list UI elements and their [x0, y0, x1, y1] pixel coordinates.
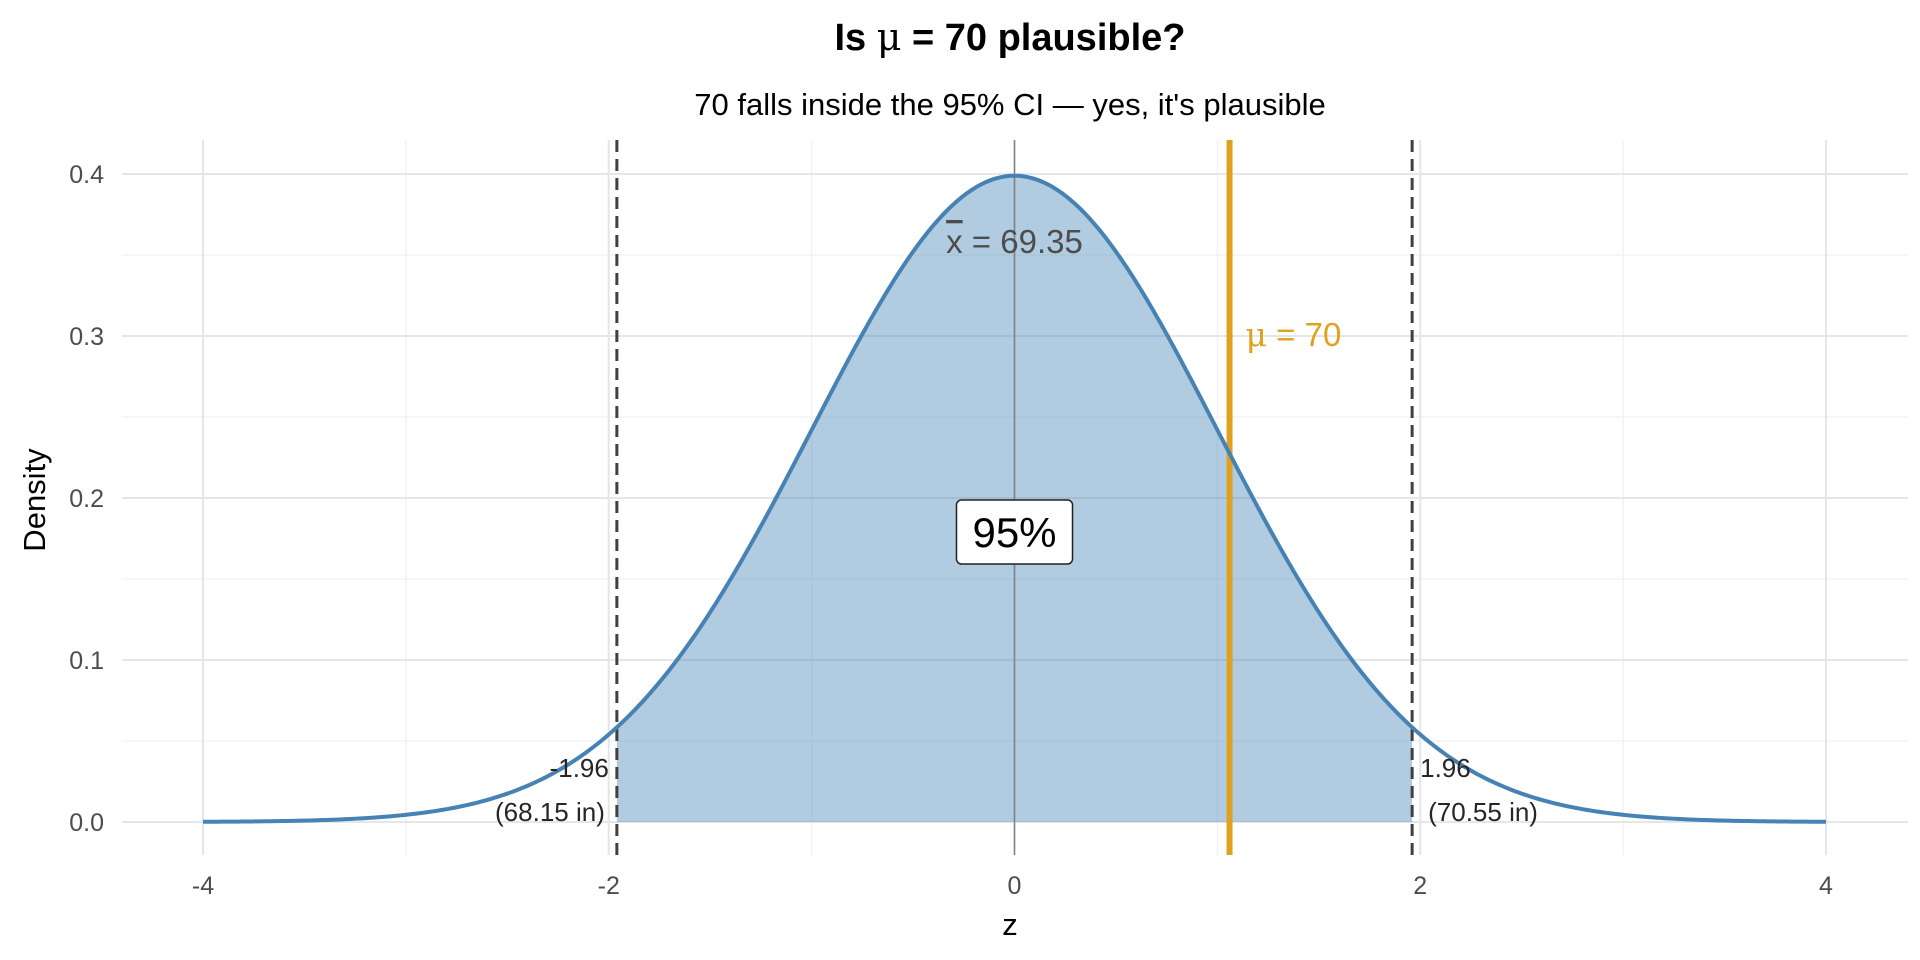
- x-axis-title: z: [1002, 907, 1018, 942]
- y-tick-label: 0.4: [69, 161, 104, 189]
- sample-mean-label: x = 69.35: [946, 223, 1083, 260]
- y-tick-label: 0.3: [69, 323, 104, 351]
- x-tick-label: -2: [598, 872, 620, 900]
- critical-value-label: (70.55 in): [1428, 797, 1538, 827]
- chart-title: Is μ = 70 plausible?: [834, 15, 1185, 59]
- critical-z-label: 1.96: [1420, 753, 1471, 783]
- annotations: x = 69.35 μ = 70 -1.96 (68.15 in) 1.96 (70.55…: [495, 223, 1538, 827]
- sample-mean-value: = 69.35: [963, 223, 1083, 260]
- mu-value: = 70: [1267, 316, 1341, 353]
- mu-symbol: μ: [1246, 315, 1267, 354]
- x-tick-label: -4: [192, 872, 214, 900]
- y-tick-label: 0.0: [69, 809, 104, 837]
- sample-mean-symbol: x: [946, 223, 963, 260]
- axis-ticks: -4 -2 0 2 4 0.0 0.1 0.2 0.3 0.4: [69, 161, 1833, 900]
- x-tick-label: 0: [1008, 872, 1022, 900]
- mu-label: μ = 70: [1246, 315, 1342, 354]
- y-tick-label: 0.1: [69, 647, 104, 675]
- y-axis-title: Density: [17, 448, 52, 552]
- chart-subtitle: 70 falls inside the 95% CI — yes, it's p…: [694, 87, 1325, 122]
- ci-percent-label: 95%: [972, 509, 1056, 556]
- critical-z-label: -1.96: [550, 753, 609, 783]
- density-line: [202, 173, 1827, 824]
- ci-percent-box: [955, 499, 1074, 565]
- reference-lines: [615, 140, 1414, 855]
- x-tick-label: 2: [1413, 872, 1427, 900]
- x-tick-label: 4: [1819, 872, 1833, 900]
- y-tick-label: 0.2: [69, 485, 104, 513]
- density-curve: [202, 173, 1827, 824]
- critical-value-label: (68.15 in): [495, 797, 605, 827]
